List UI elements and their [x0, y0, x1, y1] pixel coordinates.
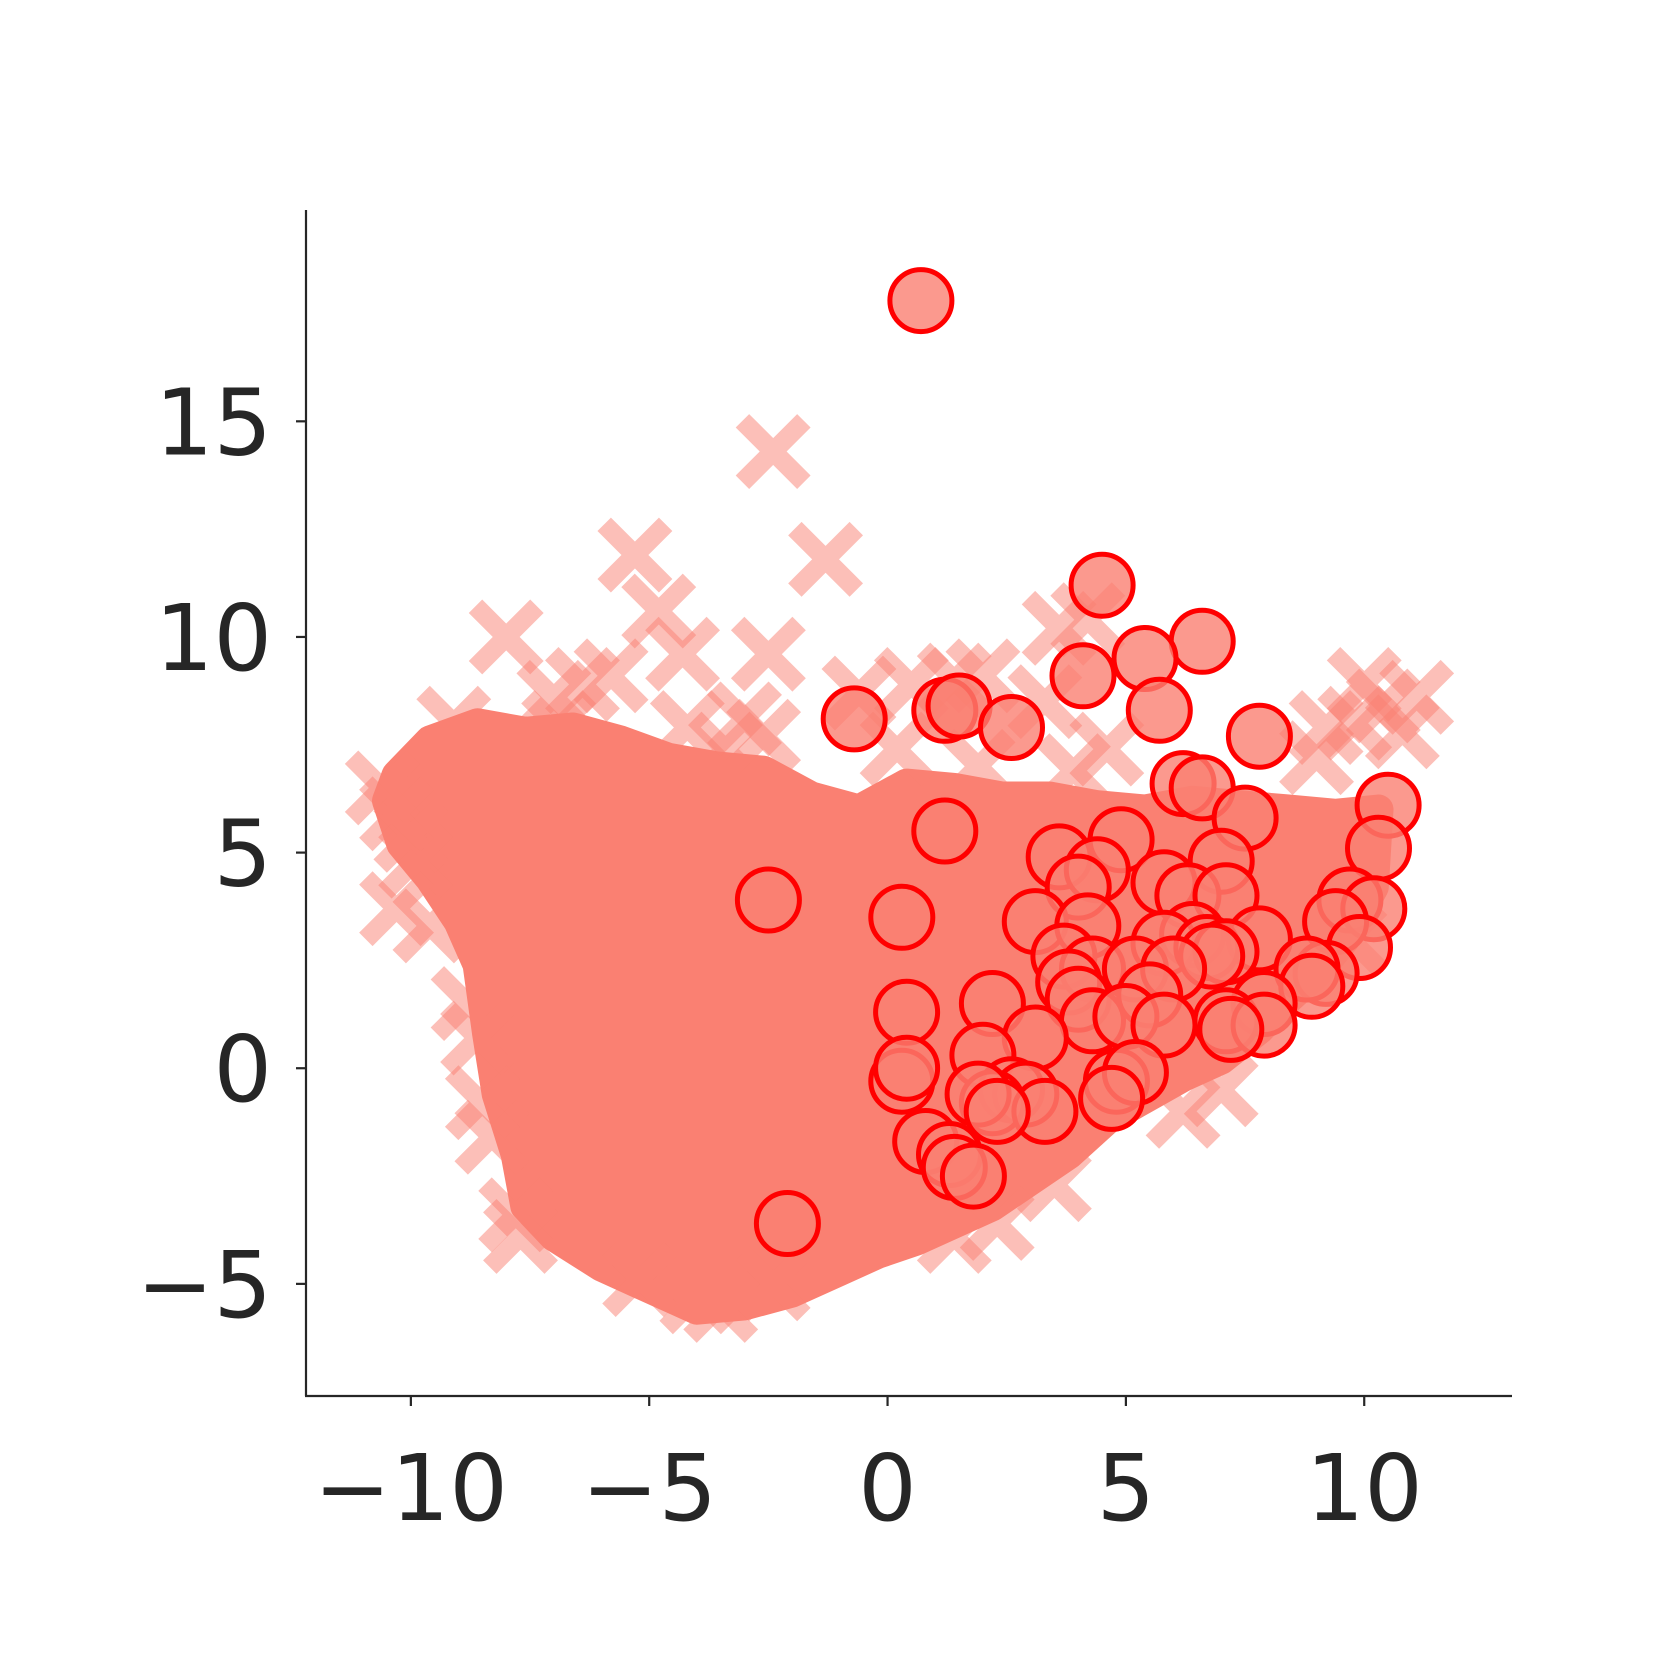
cross-point: [683, 1267, 759, 1343]
circle-point: [873, 1034, 941, 1102]
circle-point: [873, 978, 941, 1046]
circle-point: [868, 883, 936, 951]
cross-point: [735, 414, 811, 489]
circle-point: [1125, 676, 1193, 744]
cross-point: [1183, 1052, 1259, 1128]
x-tick-label: 10: [1306, 1435, 1423, 1542]
x-tick-label: 5: [1097, 1435, 1156, 1542]
cross-point: [392, 888, 468, 964]
cross-point: [521, 690, 597, 765]
x-tick-label: −10: [314, 1435, 508, 1542]
circle-point: [753, 1190, 821, 1257]
cross-point: [1016, 1147, 1092, 1223]
cross-point: [602, 1242, 678, 1317]
circle-point: [911, 797, 979, 865]
circle-point: [1049, 642, 1117, 710]
cross-point: [440, 1000, 516, 1076]
circle-point: [734, 866, 802, 934]
x-tick-label: −5: [581, 1435, 717, 1542]
y-tick-label: 10: [155, 585, 272, 692]
cross-point: [730, 616, 806, 692]
x-tick-label: 0: [858, 1435, 917, 1542]
cross-point: [649, 690, 725, 765]
cross-point: [735, 1246, 811, 1322]
cross-point: [1279, 720, 1354, 796]
circle-point: [1068, 551, 1136, 619]
y-tick-label: 0: [213, 1016, 272, 1123]
y-tick-label: −5: [136, 1232, 272, 1339]
cross-point: [378, 823, 454, 899]
cross-point: [468, 599, 544, 675]
circle-point: [887, 267, 955, 335]
circle-markers: [734, 267, 1422, 1257]
cross-point: [688, 711, 763, 787]
cross-point: [1379, 659, 1455, 735]
circle-point: [939, 1142, 1007, 1210]
circle-point: [1078, 1064, 1146, 1132]
cross-point: [454, 1099, 530, 1175]
cross-point: [416, 685, 492, 761]
cross-point: [1036, 733, 1111, 809]
cross-point: [621, 573, 697, 649]
circle-point: [1168, 607, 1236, 675]
cross-point: [483, 1198, 558, 1274]
circle-point: [978, 694, 1045, 761]
y-axis-ticks: −5 0 5 10 15: [136, 369, 306, 1339]
cross-point: [788, 521, 864, 597]
y-tick-label: 15: [155, 369, 272, 476]
cross-point: [645, 616, 721, 692]
circle-point: [820, 685, 888, 753]
circle-point: [963, 1077, 1031, 1145]
x-axis-ticks: −10 −5 0 5 10: [314, 1396, 1423, 1542]
cross-point: [597, 517, 673, 593]
circle-point: [1225, 702, 1293, 770]
circle-point: [1197, 995, 1265, 1063]
y-tick-label: 5: [213, 801, 272, 908]
cross-point: [359, 871, 435, 947]
cross-point: [1145, 1073, 1221, 1149]
